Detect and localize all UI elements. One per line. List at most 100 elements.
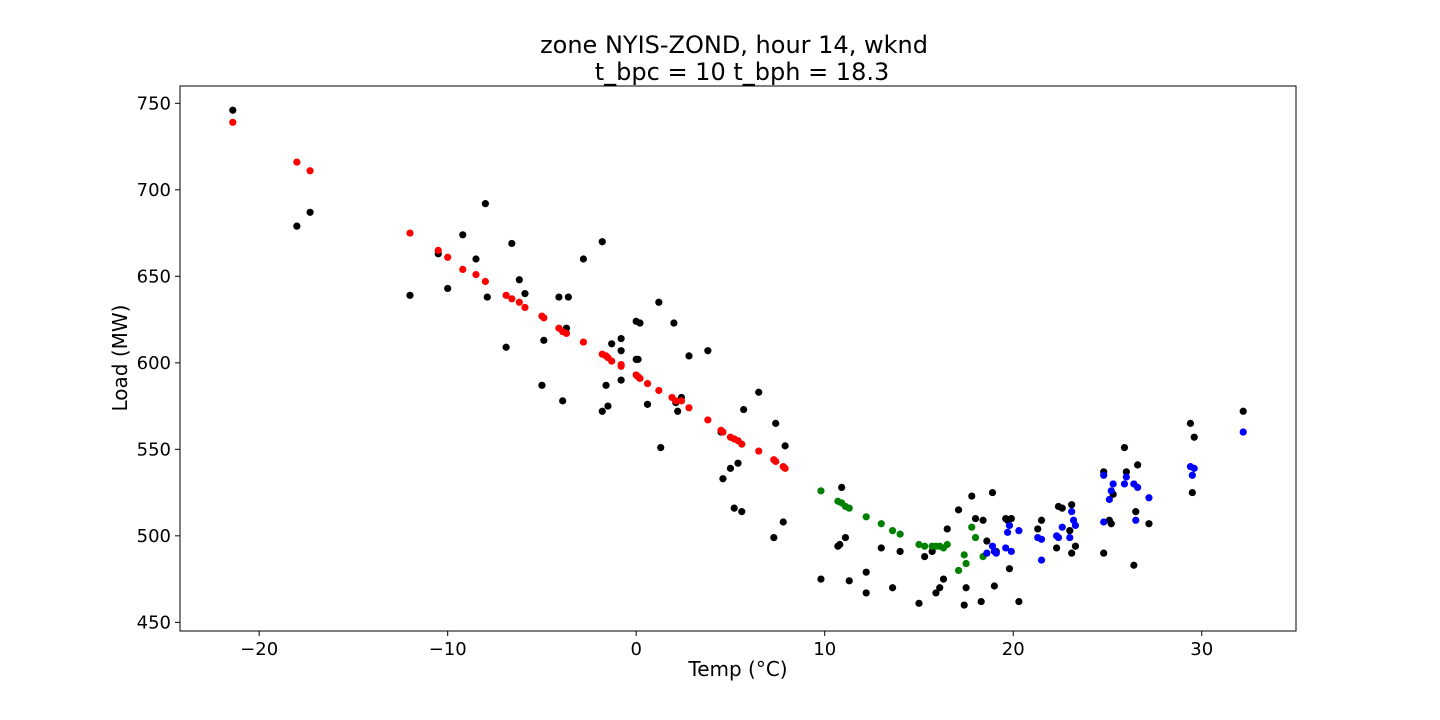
data-point bbox=[598, 238, 606, 246]
data-point bbox=[459, 231, 467, 239]
plot-area-frame bbox=[179, 85, 1297, 632]
chart-title: zone NYIS-ZOND, hour 14, wknd bbox=[540, 31, 928, 59]
data-point bbox=[779, 518, 787, 526]
data-point bbox=[1068, 549, 1076, 557]
data-point bbox=[983, 549, 991, 557]
data-point bbox=[1007, 547, 1015, 556]
data-point bbox=[459, 265, 467, 273]
data-point bbox=[617, 347, 625, 355]
data-point bbox=[704, 347, 712, 355]
data-point bbox=[515, 298, 523, 306]
data-point bbox=[1107, 520, 1115, 528]
data-point bbox=[1134, 461, 1142, 469]
y-tick-label: 700 bbox=[137, 180, 171, 201]
data-point bbox=[1122, 468, 1130, 476]
data-point bbox=[968, 523, 976, 531]
data-point bbox=[954, 566, 963, 575]
data-point bbox=[960, 601, 968, 609]
data-point bbox=[406, 229, 414, 237]
data-point bbox=[1132, 516, 1140, 524]
data-point bbox=[1058, 523, 1066, 531]
data-point bbox=[836, 540, 844, 549]
data-point bbox=[939, 575, 948, 583]
data-point bbox=[877, 544, 885, 552]
chart-subtitle: t_bpc = 10 t_bph = 18.3 bbox=[595, 58, 890, 86]
data-point bbox=[579, 255, 588, 263]
data-point bbox=[655, 386, 663, 395]
data-point bbox=[444, 284, 452, 293]
data-point bbox=[1132, 508, 1140, 516]
data-point bbox=[608, 357, 616, 365]
data-point bbox=[936, 584, 944, 592]
data-point bbox=[915, 599, 923, 607]
data-point bbox=[502, 343, 510, 351]
data-point bbox=[444, 253, 452, 261]
data-point bbox=[971, 514, 980, 523]
data-point bbox=[677, 397, 686, 405]
data-point bbox=[1003, 528, 1012, 536]
data-point bbox=[598, 407, 606, 415]
data-point bbox=[719, 475, 727, 483]
data-point bbox=[983, 537, 991, 545]
x-tick-label: 30 bbox=[1190, 639, 1213, 660]
data-point bbox=[670, 319, 678, 327]
data-point bbox=[915, 540, 923, 549]
y-tick-label: 450 bbox=[137, 612, 171, 633]
data-point bbox=[932, 589, 940, 597]
data-point bbox=[1145, 520, 1153, 528]
data-point bbox=[962, 559, 970, 568]
data-point bbox=[508, 295, 516, 303]
data-point bbox=[674, 407, 682, 415]
data-point bbox=[1145, 494, 1153, 502]
data-point bbox=[540, 336, 548, 344]
data-point bbox=[1107, 487, 1115, 495]
data-point bbox=[636, 374, 644, 382]
data-point bbox=[685, 404, 693, 412]
data-point bbox=[888, 527, 897, 535]
data-point bbox=[1037, 516, 1046, 524]
data-point bbox=[781, 464, 789, 472]
data-point bbox=[1239, 428, 1247, 436]
data-point bbox=[643, 400, 652, 408]
data-point bbox=[992, 549, 1000, 557]
data-point bbox=[617, 335, 625, 343]
data-point bbox=[562, 329, 571, 338]
data-point bbox=[1015, 527, 1023, 535]
data-point bbox=[738, 508, 746, 516]
data-point bbox=[1188, 488, 1196, 497]
data-point bbox=[1037, 556, 1046, 564]
y-tick-label: 500 bbox=[137, 526, 171, 547]
data-point bbox=[921, 542, 929, 550]
data-point bbox=[968, 492, 976, 500]
data-point bbox=[960, 551, 968, 559]
data-point bbox=[293, 158, 301, 166]
data-point bbox=[434, 246, 442, 254]
x-tick-label: −20 bbox=[240, 639, 278, 660]
x-tick-label: −10 bbox=[429, 639, 467, 660]
data-point bbox=[726, 464, 735, 472]
data-point bbox=[896, 547, 904, 556]
data-point bbox=[817, 487, 825, 495]
data-point bbox=[862, 513, 870, 521]
data-point bbox=[755, 447, 763, 455]
data-point bbox=[977, 597, 985, 606]
data-point bbox=[943, 525, 951, 533]
axis-ticks: −20 −10 0 10 20 30 450 500 550 600 650 700 750 bbox=[137, 93, 1214, 660]
data-point bbox=[1052, 544, 1061, 552]
data-point bbox=[862, 589, 870, 597]
data-point bbox=[755, 388, 763, 396]
data-point bbox=[1186, 419, 1195, 427]
y-tick-label: 650 bbox=[137, 266, 171, 287]
data-point bbox=[538, 381, 546, 389]
data-point bbox=[990, 582, 998, 590]
data-point bbox=[1071, 542, 1080, 550]
data-point bbox=[971, 533, 980, 542]
data-point bbox=[293, 222, 301, 230]
x-axis-label: Temp (°C) bbox=[687, 657, 787, 681]
data-point bbox=[1066, 527, 1074, 535]
data-point bbox=[730, 504, 738, 512]
data-point bbox=[521, 303, 529, 312]
y-tick-label: 600 bbox=[137, 353, 171, 374]
data-point bbox=[1109, 480, 1117, 488]
data-point bbox=[472, 255, 480, 263]
